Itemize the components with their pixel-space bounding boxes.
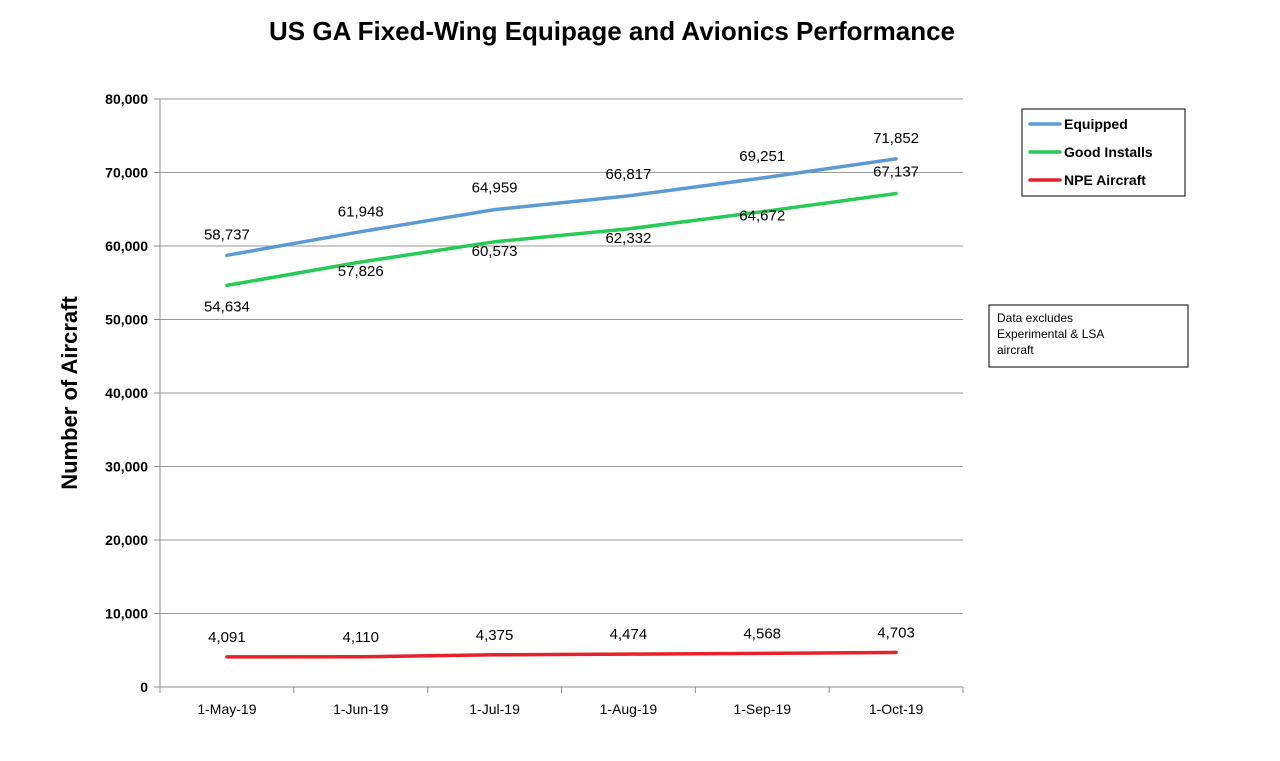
- data-label: 4,110: [343, 629, 379, 646]
- legend-label: NPE Aircraft: [1064, 172, 1146, 188]
- y-tick-label: 40,000: [105, 385, 148, 401]
- note-text-line: Data excludes: [997, 311, 1073, 325]
- x-tick-label: 1-Jul-19: [469, 701, 520, 717]
- data-label: 64,959: [472, 180, 518, 197]
- note-box: Data excludes Experimental & LSA aircraft: [988, 304, 1189, 368]
- x-tick-label: 1-May-19: [197, 701, 256, 717]
- data-label: 64,672: [739, 208, 785, 225]
- note-text-line: Experimental & LSA: [997, 327, 1104, 341]
- data-label: 4,568: [743, 625, 781, 642]
- data-label: 67,137: [873, 164, 919, 181]
- x-tick-label: 1-Sep-19: [733, 701, 791, 717]
- data-label: 60,573: [472, 243, 518, 260]
- data-label: 4,091: [208, 629, 246, 646]
- y-tick-label: 0: [140, 679, 148, 695]
- y-tick-label: 30,000: [105, 459, 148, 475]
- data-label: 62,332: [605, 230, 651, 247]
- y-axis-title: Number of Aircraft: [57, 296, 82, 490]
- series-line-equipped: [225, 157, 898, 258]
- data-label: 4,703: [877, 624, 915, 641]
- data-label: 69,251: [739, 148, 785, 165]
- data-label: 66,817: [605, 166, 651, 183]
- y-tick-label: 80,000: [105, 91, 148, 107]
- x-tick-label: 1-Oct-19: [869, 701, 924, 717]
- data-label: 54,634: [204, 298, 250, 315]
- y-tick-label: 20,000: [105, 532, 148, 548]
- y-tick-label: 50,000: [105, 312, 148, 328]
- x-tick-label: 1-Jun-19: [333, 701, 388, 717]
- series-lines: [225, 157, 898, 659]
- x-axis-ticks: 1-May-19 1-Jun-19 1-Jul-19 1-Aug-19 1-Sep-19…: [159, 687, 964, 717]
- series-line-npe-aircraft: [225, 650, 898, 659]
- data-label: 58,737: [204, 226, 250, 243]
- note-text-line: aircraft: [997, 343, 1034, 357]
- legend: Equipped Good Installs NPE Aircraft: [1021, 108, 1186, 197]
- gridlines: [160, 98, 963, 614]
- y-tick-label: 70,000: [105, 165, 148, 181]
- y-tick-label: 60,000: [105, 238, 148, 254]
- data-label: 4,375: [476, 627, 514, 644]
- legend-label: Equipped: [1064, 116, 1128, 132]
- note-box-frame: [988, 304, 1189, 368]
- y-tick-label: 10,000: [105, 606, 148, 622]
- data-label: 57,826: [338, 263, 384, 280]
- chart-title: US GA Fixed-Wing Equipage and Avionics P…: [269, 16, 955, 46]
- data-label: 4,474: [610, 626, 648, 643]
- data-label: 71,852: [873, 130, 919, 147]
- legend-label: Good Installs: [1064, 144, 1153, 160]
- series-line-good-installs: [225, 191, 898, 288]
- data-labels: 58,737 61,948 64,959 66,817 69,251 71,852 54,6…: [204, 130, 919, 646]
- data-label: 61,948: [338, 204, 384, 221]
- y-axis-ticks: 0 10,000 20,000 30,000 40,000 50,000 60,000 70,…: [105, 91, 160, 695]
- x-tick-label: 1-Aug-19: [600, 701, 658, 717]
